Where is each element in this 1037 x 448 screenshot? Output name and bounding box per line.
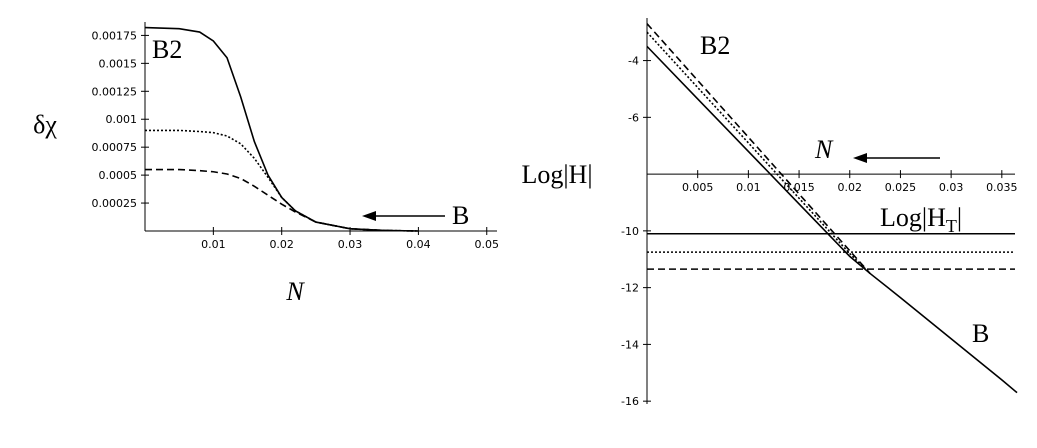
annotation: B2 <box>700 31 730 60</box>
annotation: B <box>452 201 469 230</box>
y-axis-label: Log|H| <box>521 160 592 189</box>
y-tick-label: 0.001 <box>106 113 138 126</box>
y-tick-label: 0.00125 <box>92 85 138 98</box>
y-tick-label: -16 <box>621 395 639 408</box>
annotation-part: B2 <box>152 35 182 64</box>
annotation-part: | <box>957 203 962 232</box>
arrow-head <box>362 211 376 221</box>
annotation-part: Log|H <box>880 203 946 232</box>
x-tick-label: 0.01 <box>201 238 226 251</box>
annotation-part: T <box>946 216 957 236</box>
arrow-head <box>853 153 867 163</box>
annotation-part: B <box>972 319 989 348</box>
annotation: Log|HT| <box>880 203 962 236</box>
line-series <box>646 31 871 275</box>
y-tick-label: 0.00175 <box>92 29 138 42</box>
line-series <box>145 168 419 232</box>
line-series <box>646 45 1018 394</box>
annotation-part: N <box>814 135 834 164</box>
x-tick-label: 0.025 <box>885 181 917 194</box>
y-tick-label: -4 <box>628 55 639 68</box>
annotation: B2 <box>152 35 182 64</box>
chart: 0.005 0.01 0.015 0.02 0.025 0.03 0.035-4-6-10-… <box>521 18 1018 408</box>
y-tick-label: -14 <box>621 338 639 351</box>
line-series <box>144 26 419 232</box>
line-series <box>646 23 871 274</box>
y-tick-label: 0.0015 <box>99 57 138 70</box>
x-tick-label: 0.035 <box>986 181 1018 194</box>
x-tick-label: 0.02 <box>838 181 863 194</box>
x-tick-label: 0.01 <box>736 181 761 194</box>
annotation-part: B2 <box>700 31 730 60</box>
annotation-part: B <box>452 201 469 230</box>
y-tick-label: -12 <box>621 282 639 295</box>
y-tick-label: -10 <box>621 225 639 238</box>
x-tick-label: 0.02 <box>269 238 294 251</box>
annotation: B <box>972 319 989 348</box>
x-tick-label: 0.005 <box>682 181 714 194</box>
x-tick-label: 0.03 <box>338 238 363 251</box>
chart: 0.01 0.02 0.03 0.04 0.05 0.00025 0.0005 0.00075… <box>33 22 499 306</box>
y-tick-label: 0.00025 <box>92 197 138 210</box>
y-tick-label: 0.00075 <box>92 141 138 154</box>
x-tick-label: 0.03 <box>939 181 964 194</box>
x-axis-label: N <box>285 277 305 306</box>
y-tick-label: 0.0005 <box>99 169 138 182</box>
annotation: N <box>814 135 834 164</box>
y-tick-label: -6 <box>628 111 639 124</box>
y-axis-label: δχ <box>33 110 57 139</box>
x-tick-label: 0.05 <box>474 238 499 251</box>
x-tick-label: 0.04 <box>406 238 431 251</box>
